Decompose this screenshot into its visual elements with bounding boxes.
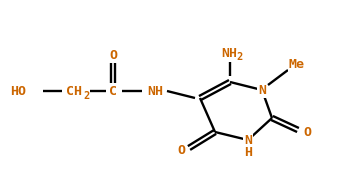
Text: Me: Me bbox=[289, 58, 305, 70]
Text: O: O bbox=[177, 144, 185, 157]
Text: NH: NH bbox=[147, 85, 163, 97]
Text: O: O bbox=[109, 48, 117, 61]
Text: CH: CH bbox=[66, 85, 82, 97]
Text: N: N bbox=[258, 83, 266, 97]
Text: 2: 2 bbox=[83, 91, 89, 101]
Text: 2: 2 bbox=[237, 52, 243, 62]
Text: C: C bbox=[109, 85, 117, 97]
Text: O: O bbox=[303, 125, 311, 139]
Text: HO: HO bbox=[10, 85, 26, 97]
Text: N: N bbox=[244, 134, 252, 147]
Text: NH: NH bbox=[221, 46, 237, 60]
Text: H: H bbox=[244, 145, 252, 159]
